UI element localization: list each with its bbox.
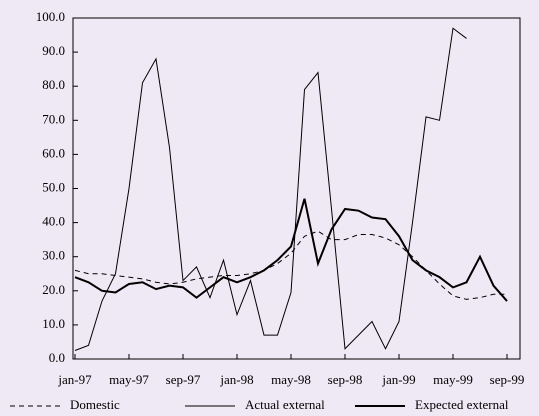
data-line — [74, 27, 467, 351]
y-tick-label: 10.0 — [42, 316, 65, 331]
y-tick-label: 0.0 — [49, 350, 65, 365]
legend-label: Domestic — [70, 397, 120, 412]
x-tick-label: sep-97 — [166, 372, 201, 387]
x-tick-label: jan-99 — [381, 372, 415, 387]
y-tick-label: 20.0 — [42, 282, 65, 297]
x-tick-label: sep-98 — [328, 372, 363, 387]
plot-frame — [72, 17, 521, 360]
legend-label: Expected external — [415, 397, 509, 412]
x-tick-label: may-98 — [271, 372, 311, 387]
x-tick-label: jan-98 — [219, 372, 253, 387]
data-line — [74, 198, 508, 302]
y-tick-label: 90.0 — [42, 43, 65, 58]
x-tick-label: jan-97 — [57, 372, 92, 387]
y-tick-label: 80.0 — [42, 77, 65, 92]
y-tick-label: 30.0 — [42, 248, 65, 263]
y-tick-label: 60.0 — [42, 145, 65, 160]
x-tick-label: may-97 — [109, 372, 149, 387]
y-tick-label: 50.0 — [42, 179, 65, 194]
x-tick-label: may-99 — [433, 372, 473, 387]
legend-label: Actual external — [245, 397, 325, 412]
x-tick-label: sep-99 — [490, 372, 525, 387]
y-tick-label: 40.0 — [42, 214, 65, 229]
y-tick-label: 70.0 — [42, 111, 65, 126]
y-tick-label: 100.0 — [36, 9, 65, 24]
data-line — [74, 230, 507, 300]
